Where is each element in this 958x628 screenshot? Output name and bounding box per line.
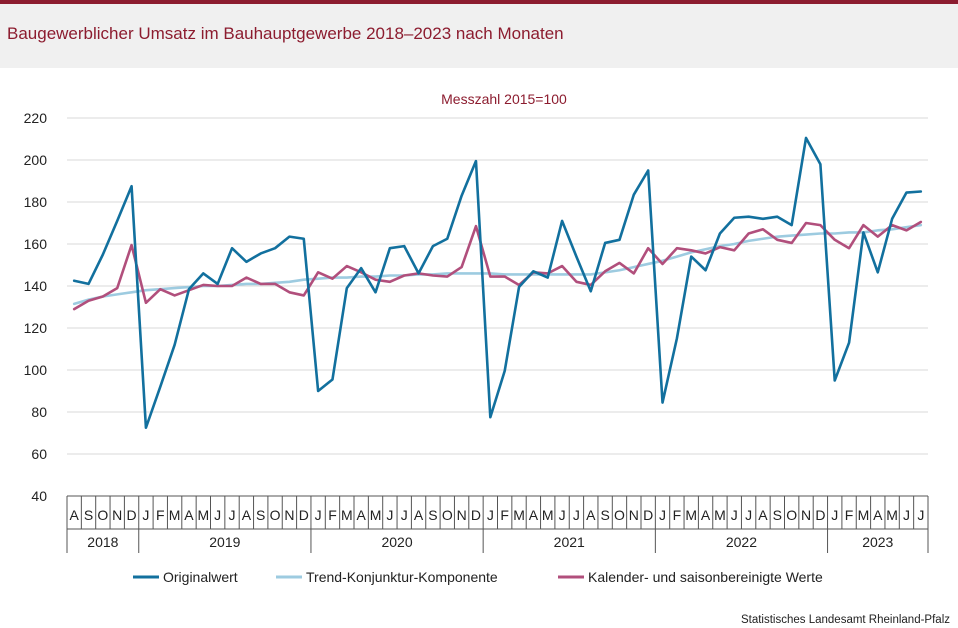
month-label: M	[169, 507, 181, 523]
month-label: J	[315, 507, 322, 523]
y-tick-label: 100	[24, 362, 48, 378]
month-label: M	[685, 507, 697, 523]
page-title: Baugewerblicher Umsatz im Bauhauptgewerb…	[7, 24, 564, 43]
year-label: 2018	[87, 534, 118, 550]
month-label: A	[357, 507, 367, 523]
month-label: M	[542, 507, 554, 523]
month-label: J	[731, 507, 738, 523]
month-label: S	[773, 507, 782, 523]
month-label: O	[442, 507, 453, 523]
y-tick-label: 180	[24, 194, 48, 210]
month-label: M	[886, 507, 898, 523]
month-label: J	[487, 507, 494, 523]
y-tick-label: 60	[31, 446, 47, 462]
month-label: A	[873, 507, 883, 523]
series-line-kalender-und-saisonbereinigte-werte	[72, 220, 923, 311]
source-note: Statistisches Landesamt Rheinland-Pfalz	[740, 614, 950, 626]
month-label: D	[299, 507, 309, 523]
month-label: A	[242, 507, 252, 523]
chart-subtitle: Messzahl 2015=100	[441, 91, 567, 107]
month-label: F	[500, 507, 509, 523]
month-label: A	[184, 507, 194, 523]
month-label: J	[229, 507, 236, 523]
series-line-trend-konjunktur-komponente	[72, 223, 923, 306]
month-label: N	[801, 507, 811, 523]
month-label: A	[586, 507, 596, 523]
month-label: F	[845, 507, 854, 523]
month-label: J	[401, 507, 408, 523]
y-tick-label: 220	[24, 110, 48, 126]
month-label: O	[270, 507, 281, 523]
year-label: 2021	[554, 534, 585, 550]
month-label: N	[112, 507, 122, 523]
month-label: A	[529, 507, 539, 523]
month-label: J	[573, 507, 580, 523]
month-label: M	[370, 507, 382, 523]
month-label: D	[643, 507, 653, 523]
year-label: 2022	[726, 534, 757, 550]
month-label: O	[97, 507, 108, 523]
month-label: J	[559, 507, 566, 523]
month-label: J	[659, 507, 666, 523]
month-label: N	[629, 507, 639, 523]
month-label: M	[714, 507, 726, 523]
month-label: J	[214, 507, 221, 523]
month-label: D	[127, 507, 137, 523]
month-label: M	[858, 507, 870, 523]
month-label: N	[284, 507, 294, 523]
month-label: N	[457, 507, 467, 523]
legend-label-kalender-und-saisonbereinigte-werte: Kalender- und saisonbereinigte Werte	[588, 569, 823, 585]
month-label: J	[831, 507, 838, 523]
month-label: O	[614, 507, 625, 523]
month-label: F	[673, 507, 682, 523]
y-tick-label: 120	[24, 320, 48, 336]
month-label: D	[815, 507, 825, 523]
month-label: M	[197, 507, 209, 523]
month-label: J	[917, 507, 924, 523]
month-label: A	[701, 507, 711, 523]
month-label: M	[341, 507, 353, 523]
month-label: F	[156, 507, 165, 523]
month-label: S	[256, 507, 265, 523]
month-label: J	[745, 507, 752, 523]
month-label: J	[142, 507, 149, 523]
y-tick-label: 80	[31, 404, 47, 420]
top-accent-bar	[0, 0, 958, 4]
year-label: 2023	[862, 534, 893, 550]
legend-label-trend-konjunktur-komponente: Trend-Konjunktur-Komponente	[306, 569, 498, 585]
year-label: 2020	[381, 534, 412, 550]
y-tick-label: 140	[24, 278, 48, 294]
month-label: A	[414, 507, 424, 523]
line-chart: Messzahl 2015=100 40 60 80 100 120 140 160 180 20…	[24, 91, 929, 585]
legend-label-originalwert: Originalwert	[163, 569, 238, 585]
month-label: M	[513, 507, 525, 523]
month-label: A	[70, 507, 80, 523]
month-label: J	[903, 507, 910, 523]
y-tick-label: 40	[31, 488, 47, 504]
month-label: F	[328, 507, 337, 523]
series-line-originalwert	[72, 136, 923, 430]
month-label: O	[786, 507, 797, 523]
month-label: S	[428, 507, 437, 523]
month-label: S	[600, 507, 609, 523]
month-label: A	[758, 507, 768, 523]
month-label: D	[471, 507, 481, 523]
y-tick-label: 160	[24, 236, 48, 252]
month-label: S	[84, 507, 93, 523]
month-label: J	[386, 507, 393, 523]
y-tick-label: 200	[24, 152, 48, 168]
chart-panel: Messzahl 2015=100 40 60 80 100 120 140 160 180 20…	[0, 68, 958, 628]
year-label: 2019	[209, 534, 240, 550]
